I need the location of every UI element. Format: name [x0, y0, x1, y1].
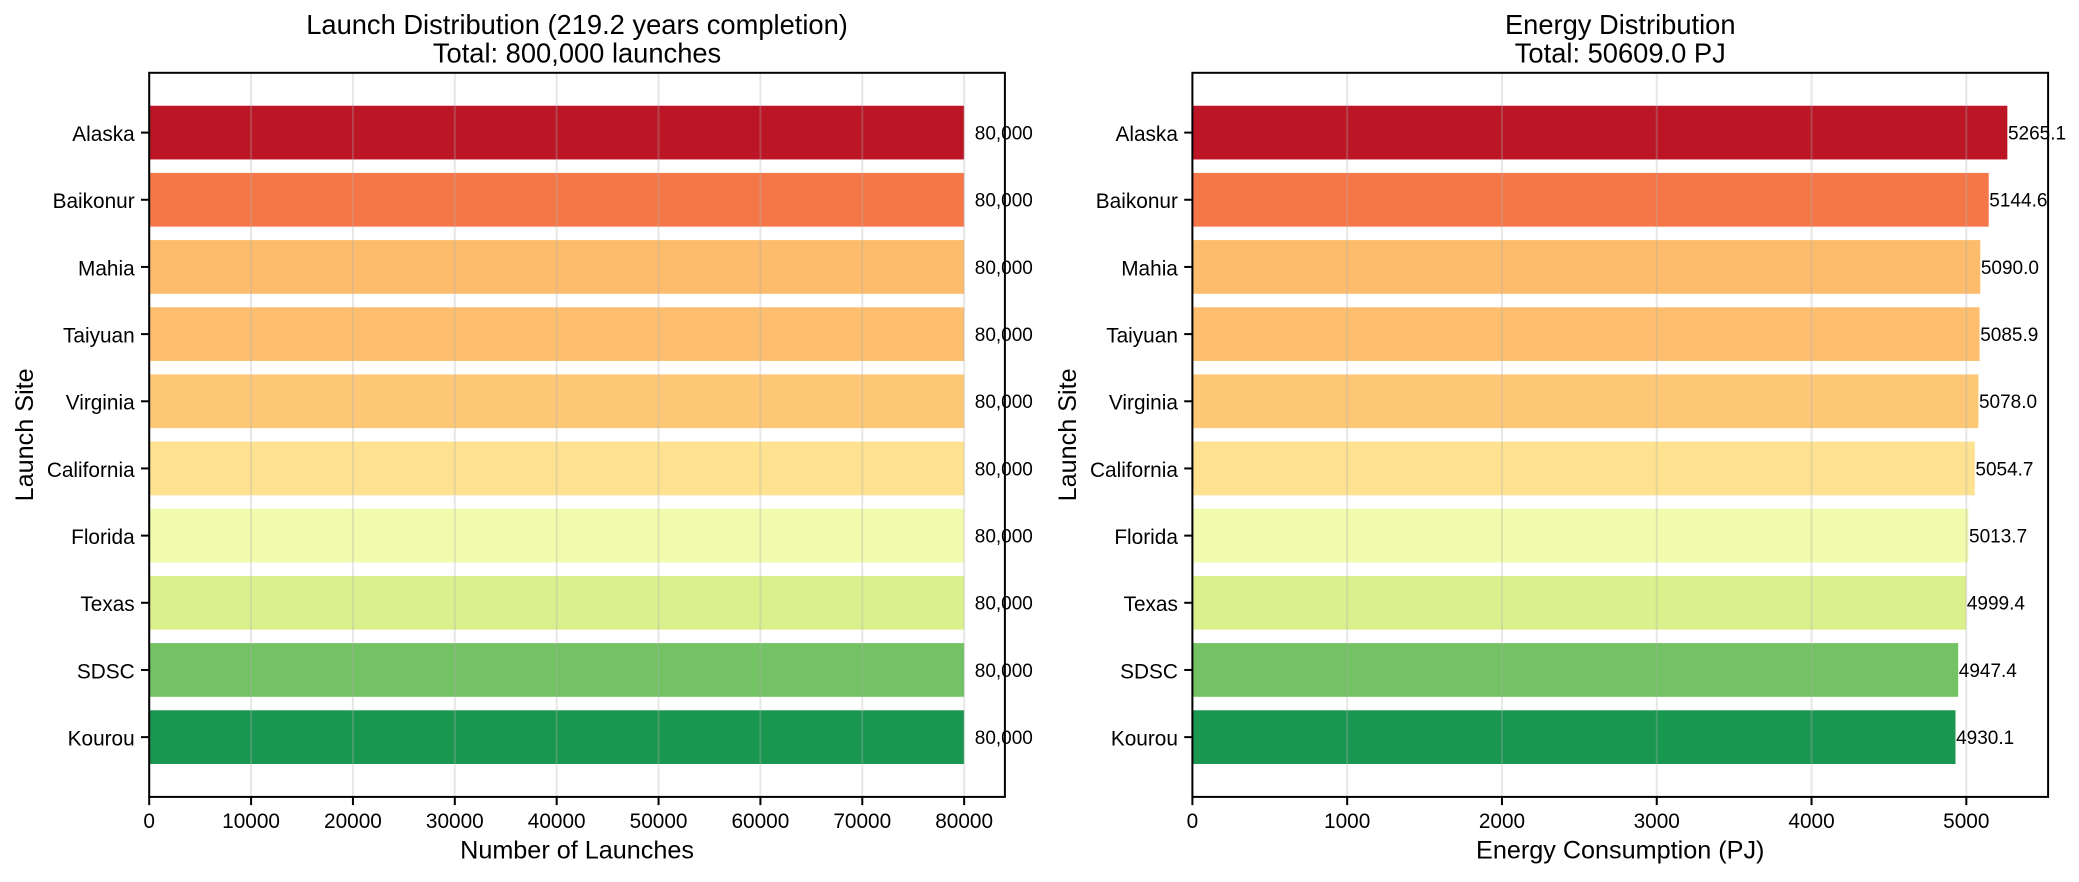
svg-text:40000: 40000 [528, 810, 586, 833]
svg-text:60000: 60000 [731, 810, 789, 833]
svg-text:5144.6: 5144.6 [1989, 191, 2047, 212]
svg-text:Kourou: Kourou [68, 728, 135, 751]
svg-text:Kourou: Kourou [1111, 728, 1178, 751]
svg-text:Number of Launches: Number of Launches [460, 836, 694, 864]
svg-text:4000: 4000 [1788, 810, 1834, 833]
svg-text:Total: 50609.0 PJ: Total: 50609.0 PJ [1515, 38, 1726, 69]
svg-text:California: California [47, 459, 135, 482]
svg-text:80,000: 80,000 [975, 527, 1033, 548]
svg-text:Mahia: Mahia [1121, 257, 1178, 280]
svg-text:5000: 5000 [1943, 810, 1989, 833]
svg-text:50000: 50000 [630, 810, 688, 833]
svg-text:5013.7: 5013.7 [1969, 527, 2027, 548]
svg-text:California: California [1090, 459, 1178, 482]
svg-text:80,000: 80,000 [975, 191, 1033, 212]
svg-text:0: 0 [1187, 810, 1199, 833]
svg-text:Taiyuan: Taiyuan [1106, 325, 1178, 348]
svg-text:Launch Site: Launch Site [11, 368, 39, 501]
svg-text:5078.0: 5078.0 [1979, 392, 2037, 413]
svg-text:Virginia: Virginia [66, 392, 135, 415]
svg-text:2000: 2000 [1479, 810, 1525, 833]
svg-text:Florida: Florida [71, 526, 135, 549]
svg-text:5090.0: 5090.0 [1981, 258, 2039, 279]
svg-text:Baikonur: Baikonur [1096, 190, 1178, 213]
svg-text:4930.1: 4930.1 [1956, 728, 2014, 749]
svg-text:Launch Site: Launch Site [1054, 368, 1082, 501]
svg-text:Texas: Texas [1124, 593, 1178, 616]
svg-text:1000: 1000 [1324, 810, 1370, 833]
svg-text:5265.1: 5265.1 [2008, 124, 2066, 145]
svg-text:Virginia: Virginia [1109, 392, 1178, 415]
svg-text:Mahia: Mahia [78, 257, 135, 280]
svg-text:5085.9: 5085.9 [1980, 325, 2038, 346]
svg-text:80,000: 80,000 [975, 728, 1033, 749]
svg-text:SDSC: SDSC [1120, 660, 1178, 683]
svg-text:80000: 80000 [935, 810, 993, 833]
svg-text:Energy Distribution: Energy Distribution [1505, 9, 1736, 40]
svg-text:80,000: 80,000 [975, 392, 1033, 413]
svg-text:10000: 10000 [222, 810, 280, 833]
svg-text:20000: 20000 [324, 810, 382, 833]
svg-text:0: 0 [143, 810, 155, 833]
svg-text:Launch Distribution (219.2 yea: Launch Distribution (219.2 years complet… [306, 9, 848, 40]
svg-text:3000: 3000 [1634, 810, 1680, 833]
svg-text:80,000: 80,000 [975, 124, 1033, 145]
svg-text:5054.7: 5054.7 [1975, 459, 2033, 480]
svg-text:80,000: 80,000 [975, 258, 1033, 279]
svg-text:Taiyuan: Taiyuan [63, 325, 135, 348]
svg-text:30000: 30000 [426, 810, 484, 833]
svg-text:Alaska: Alaska [1115, 123, 1178, 146]
svg-text:Alaska: Alaska [72, 123, 135, 146]
svg-text:Total: 800,000 launches: Total: 800,000 launches [433, 38, 721, 69]
svg-text:80,000: 80,000 [975, 661, 1033, 682]
svg-text:80,000: 80,000 [975, 594, 1033, 615]
svg-text:Texas: Texas [80, 593, 134, 616]
svg-text:SDSC: SDSC [77, 660, 135, 683]
svg-text:70000: 70000 [833, 810, 891, 833]
svg-text:4947.4: 4947.4 [1959, 661, 2018, 682]
svg-text:80,000: 80,000 [975, 459, 1033, 480]
svg-text:Energy Consumption (PJ): Energy Consumption (PJ) [1476, 836, 1764, 864]
svg-text:Baikonur: Baikonur [53, 190, 135, 213]
svg-text:4999.4: 4999.4 [1967, 594, 2026, 615]
svg-text:80,000: 80,000 [975, 325, 1033, 346]
svg-text:Florida: Florida [1114, 526, 1178, 549]
